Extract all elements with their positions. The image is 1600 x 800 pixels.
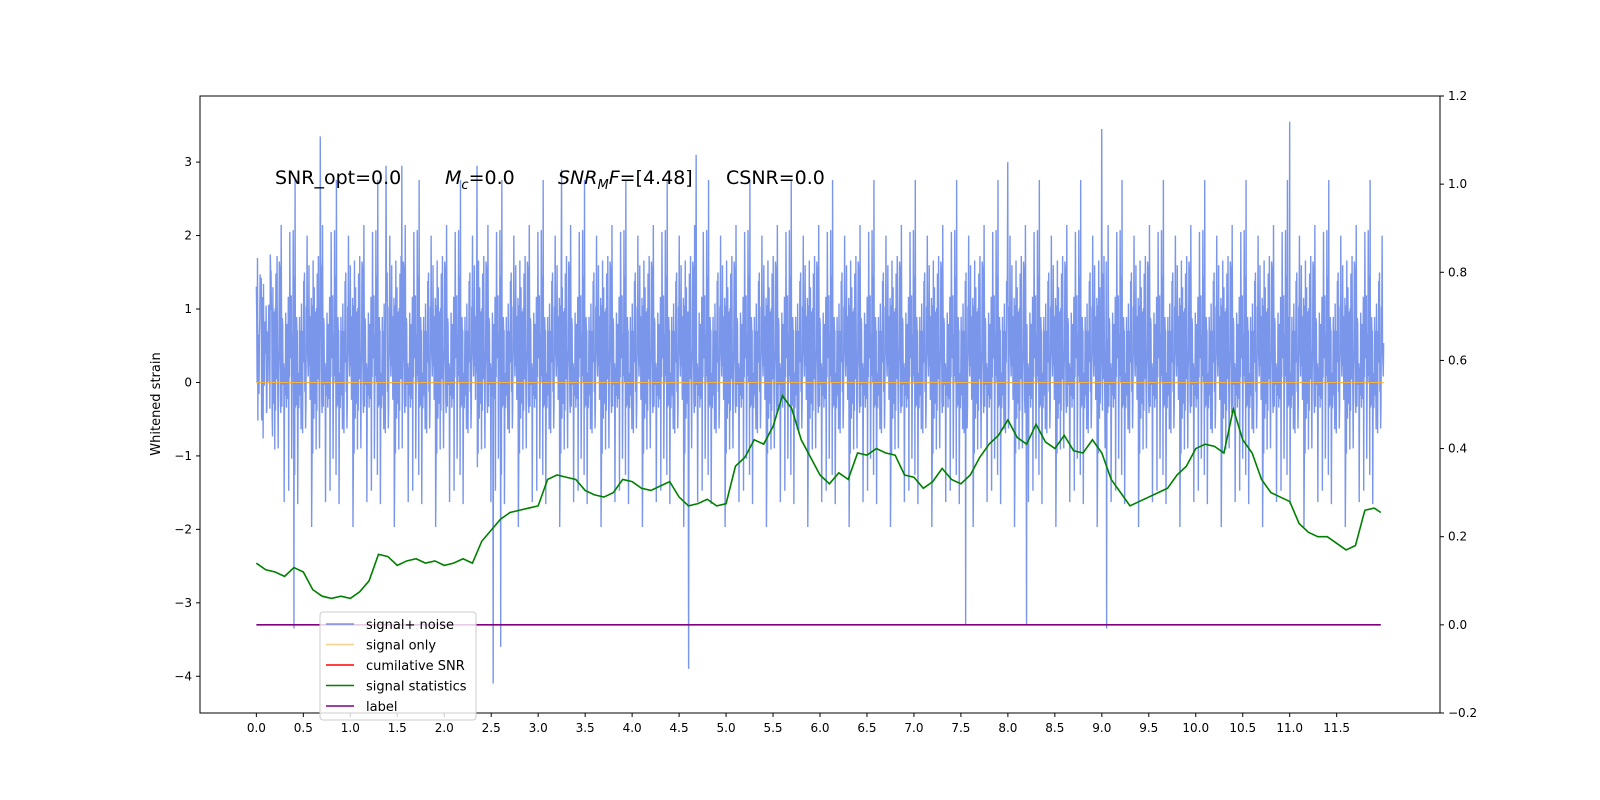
x-tick-label: 10.5 — [1229, 721, 1256, 735]
y2-tick-label: 1.0 — [1448, 177, 1467, 191]
y-tick-label: −2 — [174, 522, 192, 536]
x-tick-label: 9.5 — [1139, 721, 1158, 735]
series-signal-noise — [255, 121, 1385, 684]
legend-label: signal+ noise — [366, 618, 454, 633]
snrmf-symbol: SNR — [558, 167, 597, 189]
y-tick-label: 3 — [184, 155, 192, 169]
mc-symbol: M — [445, 167, 461, 189]
snrmf-subscript: M — [597, 178, 608, 193]
x-tick-label: 4.5 — [670, 721, 689, 735]
x-tick-label: 2.5 — [482, 721, 501, 735]
y2-tick-label: −0.2 — [1448, 706, 1477, 720]
x-tick-label: 1.5 — [388, 721, 407, 735]
x-tick-label: 3.5 — [576, 721, 595, 735]
legend-label: signal only — [366, 639, 436, 654]
mc-subscript: c — [461, 178, 468, 193]
x-tick-label: 7.0 — [904, 721, 923, 735]
y-tick-label: 0 — [184, 375, 192, 389]
x-tick-label: 5.5 — [763, 721, 782, 735]
x-tick-label: 8.5 — [1045, 721, 1064, 735]
legend-box — [319, 611, 477, 721]
legend-label: signal statistics — [366, 680, 467, 695]
x-tick-label: 3.0 — [529, 721, 548, 735]
snr-opt-text: SNR_opt=0.0 — [275, 167, 401, 189]
metrics-annotation: SNR_opt=0.0 Mc=0.0 SNRMF=[4.48] CSNR=0.0 — [275, 167, 825, 193]
series-signal-statistics — [255, 393, 1382, 600]
legend-label: cumilative SNR — [366, 659, 465, 674]
y-tick-label: −1 — [174, 449, 192, 463]
y2-tick-label: 0.4 — [1448, 442, 1467, 456]
x-tick-label: 10.0 — [1182, 721, 1209, 735]
y-axis-label: Whitened strain — [149, 352, 164, 455]
x-tick-label: 7.5 — [951, 721, 970, 735]
y2-tick-label: 0.6 — [1448, 353, 1467, 367]
svg-text:SNR_opt=0.0: SNR_opt=0.0 — [275, 167, 401, 189]
x-tick-label: 4.0 — [623, 721, 642, 735]
x-tick-label: 8.0 — [998, 721, 1017, 735]
y2-tick-label: 1.2 — [1448, 89, 1467, 103]
svg-text:Mc=0.0: Mc=0.0 — [445, 167, 515, 193]
y2-tick-label: 0.0 — [1448, 618, 1467, 632]
x-tick-label: 5.0 — [717, 721, 736, 735]
legend: signal+ noise signal only cumilative SNR si… — [319, 611, 477, 721]
y-tick-label: 2 — [184, 229, 192, 243]
x-tick-label: 2.0 — [435, 721, 454, 735]
y-tick-label: 1 — [184, 302, 192, 316]
y-tick-label: −4 — [174, 669, 192, 683]
csnr-text: CSNR=0.0 — [726, 167, 825, 189]
mc-value: =0.0 — [469, 167, 515, 189]
x-tick-label: 0.0 — [247, 721, 266, 735]
x-tick-label: 11.0 — [1276, 721, 1303, 735]
svg-text:CSNR=0.0: CSNR=0.0 — [726, 167, 825, 189]
y2-tick-label: 0.8 — [1448, 265, 1467, 279]
x-tick-label: 1.0 — [341, 721, 360, 735]
x-tick-label: 6.0 — [810, 721, 829, 735]
y-tick-label: −3 — [174, 596, 192, 610]
snrmf-symbol-tail: F — [609, 167, 621, 189]
legend-label: label — [366, 700, 397, 715]
x-tick-label: 11.5 — [1323, 721, 1350, 735]
y2-tick-label: 0.2 — [1448, 530, 1467, 544]
x-tick-label: 0.5 — [294, 721, 313, 735]
x-tick-label: 6.5 — [857, 721, 876, 735]
x-tick-label: 9.0 — [1092, 721, 1111, 735]
svg-text:SNRMF=[4.48]: SNRMF=[4.48] — [558, 167, 693, 193]
snrmf-value: =[4.48] — [620, 167, 693, 189]
